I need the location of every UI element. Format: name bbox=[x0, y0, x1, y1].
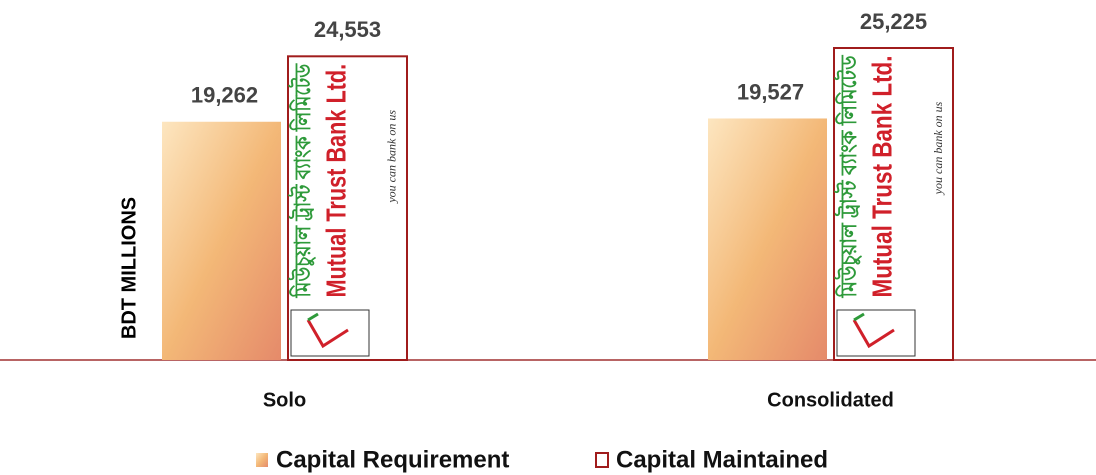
data-label: 25,225 bbox=[860, 9, 927, 34]
y-axis-label: BDT MILLIONS bbox=[118, 197, 140, 339]
logo-name: Mutual Trust Bank Ltd. bbox=[320, 64, 351, 298]
bar bbox=[708, 118, 827, 360]
logo-icon bbox=[306, 319, 349, 349]
logo-box bbox=[836, 309, 916, 357]
logo-icon bbox=[852, 319, 895, 349]
data-label: 19,262 bbox=[191, 83, 258, 108]
logo-tagline: you can bank on us bbox=[931, 101, 945, 195]
legend-label: Capital Requirement bbox=[276, 446, 509, 473]
logo-bengali: মিউচুয়াল ট্রাস্ট ব্যাংক লিমিটেড bbox=[834, 55, 863, 299]
bar bbox=[162, 121, 281, 360]
logo-bengali: মিউচুয়াল ট্রাস্ট ব্যাংক লিমিটেড bbox=[288, 63, 317, 298]
bank-logo: মিউচুয়াল ট্রাস্ট ব্যাংক লিমিটেড Mutual T… bbox=[834, 55, 945, 357]
logo-icon bbox=[853, 312, 865, 322]
bar bbox=[833, 47, 954, 361]
legend-label: Capital Maintained bbox=[616, 446, 828, 473]
legend-swatch bbox=[595, 452, 609, 468]
x-tick-label: Solo bbox=[263, 389, 306, 411]
logo-name: Mutual Trust Bank Ltd. bbox=[866, 56, 897, 298]
data-label: 24,553 bbox=[314, 17, 381, 42]
data-label: 19,527 bbox=[737, 79, 804, 104]
legend-swatch bbox=[256, 453, 268, 467]
logo-tagline: you can bank on us bbox=[385, 110, 399, 204]
logo-icon bbox=[307, 312, 319, 322]
logo-box bbox=[290, 309, 370, 357]
bar bbox=[287, 55, 408, 361]
bank-logo: মিউচুয়াল ট্রাস্ট ব্যাংক লিমিটেড Mutual T… bbox=[288, 63, 399, 357]
x-tick-label: Consolidated bbox=[767, 389, 894, 411]
